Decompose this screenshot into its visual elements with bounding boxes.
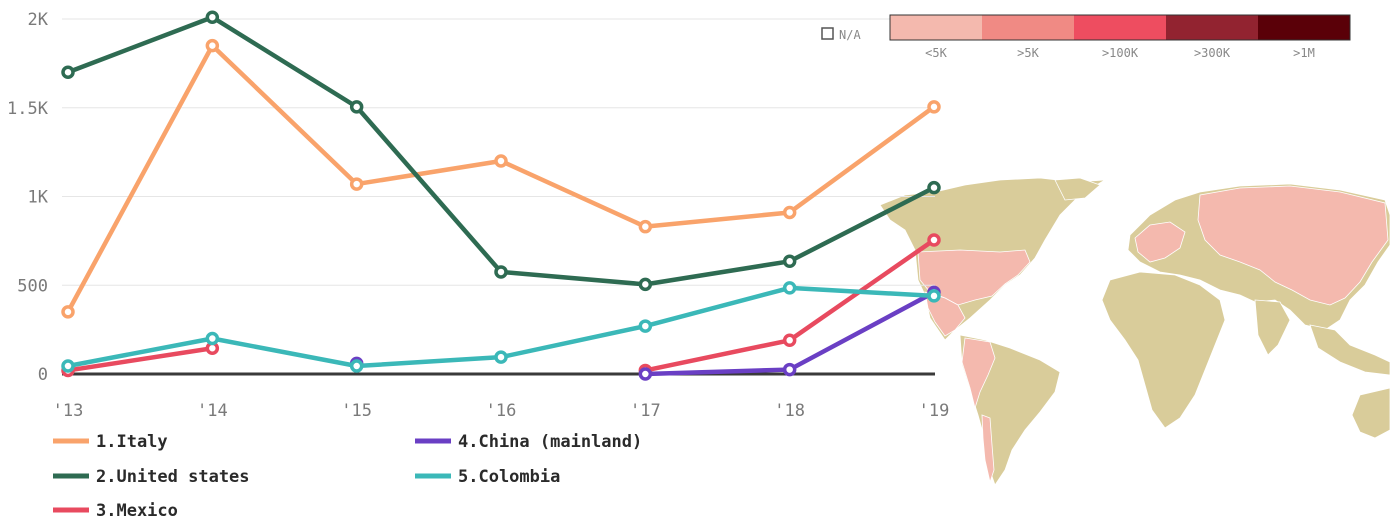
grid-lines — [62, 18, 935, 286]
scale-border — [889, 14, 1351, 41]
y-axis-ticks: 0 500 1K 1.5K 2K — [7, 10, 49, 385]
data-point[interactable] — [494, 265, 508, 279]
data-point[interactable] — [927, 180, 941, 195]
x-tick-label: '15 — [341, 401, 372, 421]
data-point[interactable] — [205, 38, 220, 53]
map-asia-highlight — [1197, 185, 1389, 306]
scale-swatch — [1258, 15, 1350, 40]
legend-label: 4.China (mainland) — [458, 432, 642, 452]
y-tick-label: 500 — [17, 276, 48, 296]
scale-bins: <5K >5K >100K >300K >1M — [889, 14, 1351, 60]
data-point[interactable] — [638, 367, 653, 381]
data-point[interactable] — [494, 350, 508, 364]
legend-label: 2.United states — [96, 467, 250, 487]
map-southeast-asia — [1309, 324, 1391, 376]
legend-label: 3.Mexico — [96, 501, 178, 521]
y-tick-label: 1K — [28, 188, 49, 208]
legend-item[interactable]: 5.Colombia — [415, 467, 560, 487]
map-europe-highlight — [1134, 221, 1186, 263]
data-point[interactable] — [349, 177, 364, 191]
scale-label: >100K — [1102, 46, 1139, 60]
map-india — [1254, 299, 1291, 356]
data-point[interactable] — [61, 65, 75, 79]
legend-item[interactable]: 4.China (mainland) — [415, 432, 642, 452]
data-point[interactable] — [638, 219, 653, 234]
x-tick-label: '19 — [919, 401, 950, 421]
x-tick-label: '13 — [53, 401, 84, 421]
series-1 — [61, 38, 941, 319]
data-point[interactable] — [927, 100, 941, 114]
scale-label: <5K — [925, 46, 947, 60]
y-tick-label: 0 — [38, 365, 48, 385]
map-chile-highlight — [981, 414, 995, 484]
data-point[interactable] — [349, 100, 364, 114]
map-africa — [1101, 271, 1226, 429]
scale-swatch — [890, 15, 982, 40]
series-line — [65, 14, 937, 287]
data-point[interactable] — [782, 205, 797, 220]
scale-label: >5K — [1017, 46, 1039, 60]
series-line — [65, 346, 215, 373]
data-point[interactable] — [349, 359, 364, 373]
world-map — [879, 177, 1391, 486]
scale-swatch — [982, 15, 1074, 40]
data-point[interactable] — [638, 277, 653, 292]
map-mexico-highlight — [924, 291, 966, 337]
map-australia — [1351, 387, 1391, 439]
data-point[interactable] — [782, 333, 797, 348]
x-tick-label: '14 — [197, 401, 228, 421]
data-point[interactable] — [927, 289, 941, 303]
scale-label: >1M — [1293, 46, 1315, 60]
data-point[interactable] — [61, 359, 75, 373]
scale-swatch — [1166, 15, 1258, 40]
series-group — [61, 10, 941, 381]
x-tick-label: '17 — [630, 401, 661, 421]
scale-label: >300K — [1194, 46, 1231, 60]
data-point[interactable] — [782, 254, 797, 269]
map-greenland — [1054, 177, 1101, 201]
legend-label: 1.Italy — [96, 432, 168, 452]
map-andean-highlight — [961, 337, 996, 410]
data-point[interactable] — [205, 331, 220, 346]
data-point[interactable] — [782, 362, 797, 377]
na-swatch — [821, 27, 834, 40]
x-tick-label: '16 — [486, 401, 517, 421]
legend: 1.Italy 2.United states 3.Mexico 4.China (m… — [53, 432, 642, 521]
data-point[interactable] — [494, 154, 508, 168]
legend-item[interactable]: 1.Italy — [53, 432, 168, 452]
data-point[interactable] — [205, 10, 220, 24]
series-5 — [61, 281, 941, 373]
series-2 — [61, 10, 941, 292]
y-tick-label: 1.5K — [7, 99, 49, 119]
legend-item[interactable]: 2.United states — [53, 467, 250, 487]
y-tick-label: 2K — [28, 10, 49, 30]
data-point[interactable] — [782, 281, 797, 295]
scale-swatch — [1074, 15, 1166, 40]
color-scale: N/A <5K >5K >100K >300K >1M — [821, 14, 1351, 60]
x-tick-label: '18 — [774, 401, 805, 421]
na-label: N/A — [839, 28, 861, 42]
data-point[interactable] — [638, 319, 653, 333]
x-axis-ticks: '13 '14 '15 '16 '17 '18 '19 — [53, 401, 950, 421]
data-point[interactable] — [61, 305, 75, 319]
data-point[interactable] — [927, 233, 941, 247]
legend-label: 5.Colombia — [458, 467, 560, 487]
legend-item[interactable]: 3.Mexico — [53, 501, 178, 521]
